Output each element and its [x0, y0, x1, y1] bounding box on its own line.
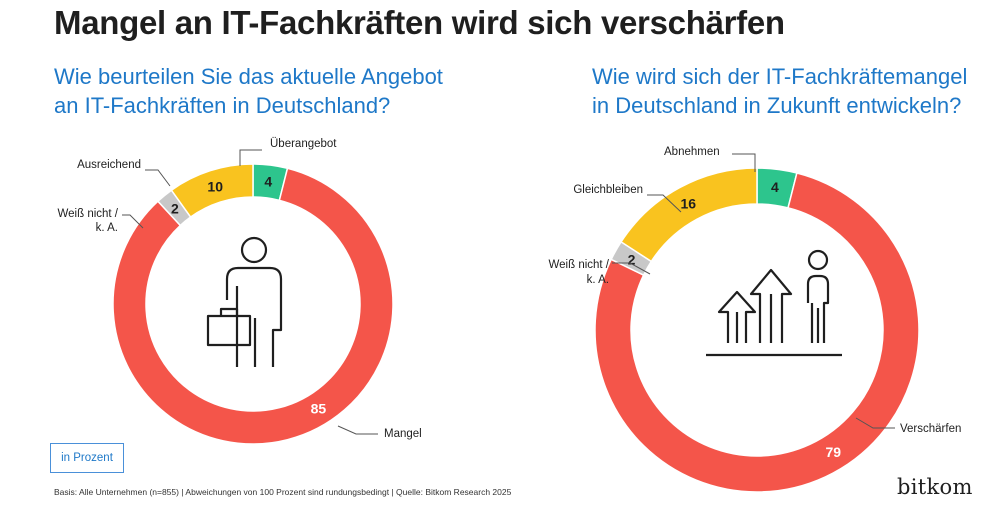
question-left: Wie beurteilen Sie das aktuelle Angebot … [54, 62, 443, 120]
question-right-line-2: in Deutschland in Zukunft entwickeln? [592, 93, 962, 118]
donut-chart-current-supply: 4 85 2 10 Überangebot Mangel Weiß nicht / k. A… [58, 138, 422, 445]
leader-line-verschaerfen [855, 417, 895, 429]
category-label-ausreichend: Ausreichend [77, 159, 141, 171]
page-title: Mangel an IT-Fachkräften wird sich versc… [54, 4, 785, 41]
category-label-weiss-nicht-k-a: Weiß nicht / k. A. [58, 208, 119, 234]
bitkom-logo: bitkom [897, 475, 973, 499]
category-label-abnehmen: Abnehmen [664, 146, 720, 158]
leader-line-weiss-nicht-k-a [122, 214, 144, 229]
category-label-weiss-nicht-k-a: Weiß nicht / k. A. [549, 259, 610, 286]
footer-source-note: Basis: Alle Unternehmen (n=855) | Abweic… [54, 487, 512, 497]
value-label-verschaerfen: 79 [826, 444, 842, 460]
value-label-ausreichend: 10 [207, 178, 223, 194]
leader-line-ueberangebot [239, 149, 262, 166]
slice-verschaerfen [594, 172, 920, 493]
donut-chart-future-development: 4 79 2 16 Abnehmen Verschärfen Weiß nicht / k.… [549, 146, 961, 493]
value-label-weiss-nicht-k-a: 2 [171, 200, 179, 216]
leader-line-mangel [337, 425, 378, 435]
unit-label: in Prozent [50, 443, 124, 473]
question-left-line-2: an IT-Fachkräften in Deutschland? [54, 93, 391, 118]
question-left-line-1: Wie beurteilen Sie das aktuelle Angebot [54, 64, 443, 89]
leader-line-abnehmen [732, 153, 756, 172]
question-right: Wie wird sich der IT-Fachkräftemangel in… [592, 62, 967, 120]
value-label-ueberangebot: 4 [264, 173, 272, 189]
leader-line-gleichbleiben [647, 194, 682, 213]
category-label-ueberangebot: Überangebot [270, 138, 337, 150]
slice-ausreichend [170, 163, 254, 219]
category-label-mangel: Mangel [384, 428, 422, 440]
person-with-briefcase-icon [206, 236, 283, 367]
leader-line-ausreichend [145, 169, 171, 187]
category-label-verschaerfen: Verschärfen [900, 423, 961, 435]
slice-gleichbleiben [620, 167, 758, 263]
question-right-line-1: Wie wird sich der IT-Fachkräftemangel [592, 64, 968, 89]
category-label-gleichbleiben: Gleichbleiben [573, 184, 643, 196]
value-label-mangel: 85 [311, 401, 327, 417]
growth-arrows-person-icon [706, 249, 842, 357]
slice-mangel [112, 167, 394, 445]
value-label-abnehmen: 4 [771, 179, 779, 195]
value-label-gleichbleiben: 16 [680, 195, 696, 211]
value-label-weiss-nicht-k-a: 2 [628, 251, 636, 267]
leader-line-weiss-nicht-k-a [612, 262, 651, 275]
